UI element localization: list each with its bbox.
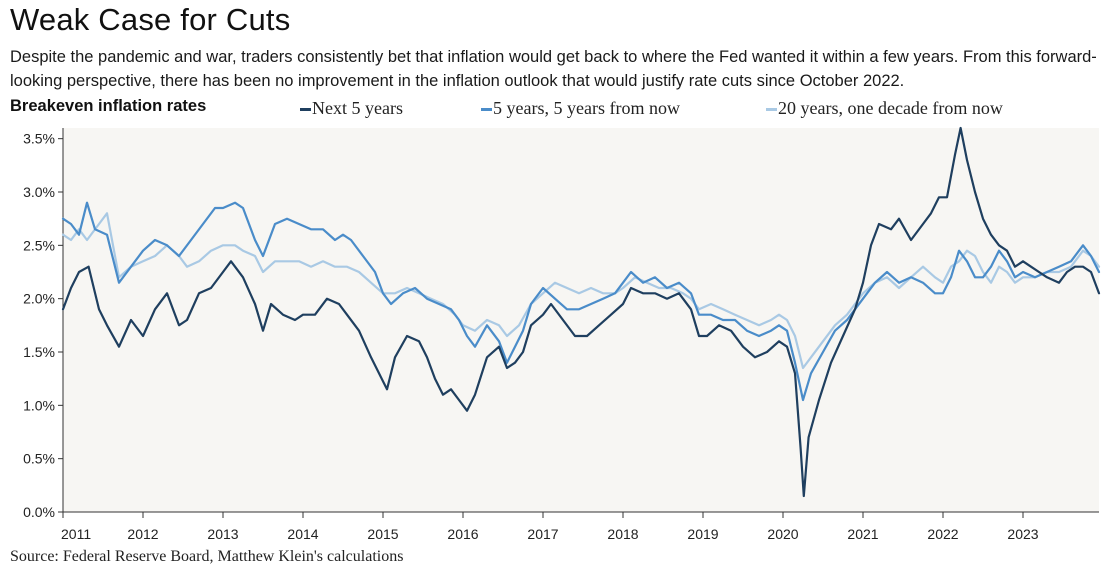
x-tick-label: 2012 — [127, 526, 158, 542]
legend-swatch — [481, 107, 492, 111]
y-tick-label: 3.5% — [23, 131, 55, 147]
plot-area — [63, 128, 1099, 512]
y-tick-label: 1.0% — [23, 397, 55, 413]
x-tick-label: 2023 — [1007, 526, 1038, 542]
series-line-20y — [61, 212, 1101, 370]
y-tick-label: 2.5% — [23, 237, 55, 253]
y-tick-label: 0.5% — [23, 451, 55, 467]
chart-source: Source: Federal Reserve Board, Matthew K… — [10, 548, 404, 565]
x-tick-label: 2013 — [207, 526, 238, 542]
series-line-5y5y — [61, 201, 1101, 402]
x-tick-label: 2015 — [367, 526, 398, 542]
legend-swatch — [766, 107, 777, 111]
y-tick-label: 2.0% — [23, 291, 55, 307]
y-tick-label: 3.0% — [23, 184, 55, 200]
x-tick-label: 2019 — [687, 526, 718, 542]
x-tick-label: 2021 — [847, 526, 878, 542]
y-tick-label: 1.5% — [23, 344, 55, 360]
y-tick-label: 0.0% — [23, 504, 55, 520]
chart-subhead: Breakeven inflation rates — [10, 97, 207, 115]
chart-title: Weak Case for Cuts — [10, 2, 291, 37]
line-chart: 0.0%0.5%1.0%1.5%2.0%2.5%3.0%3.5% 2011 201… — [23, 126, 1101, 542]
series-line-next-5-years — [61, 126, 1101, 498]
x-tick-label: 2020 — [767, 526, 798, 542]
x-tick-label: 2022 — [927, 526, 958, 542]
legend-label: 5 years, 5 years from now — [493, 97, 680, 118]
x-axis: 2011 2012 2013 2014 2015 2016 2017 2018 2019 2020… — [61, 511, 1099, 542]
x-tick-label: 2017 — [527, 526, 558, 542]
y-axis: 0.0% 0.5% 1.0% 1.5% 2.0% 2.5% 3.0% 3.5% — [23, 128, 64, 520]
x-tick-label: 2011 — [61, 526, 91, 542]
x-tick-label: 2018 — [607, 526, 638, 542]
x-tick-label: 2014 — [287, 526, 318, 542]
legend-label: Next 5 years — [312, 97, 403, 118]
legend-swatch — [300, 107, 311, 111]
chart-subtitle: Despite the pandemic and war, traders co… — [10, 48, 1097, 90]
legend-item-20y: 20 years, one decade from now — [766, 97, 1003, 119]
series-layer — [61, 126, 1101, 498]
x-tick-label: 2016 — [447, 526, 478, 542]
legend-item-next-5-years: Next 5 years — [300, 97, 403, 119]
legend-item-5y5y: 5 years, 5 years from now — [481, 97, 680, 119]
legend-label: 20 years, one decade from now — [778, 97, 1003, 118]
